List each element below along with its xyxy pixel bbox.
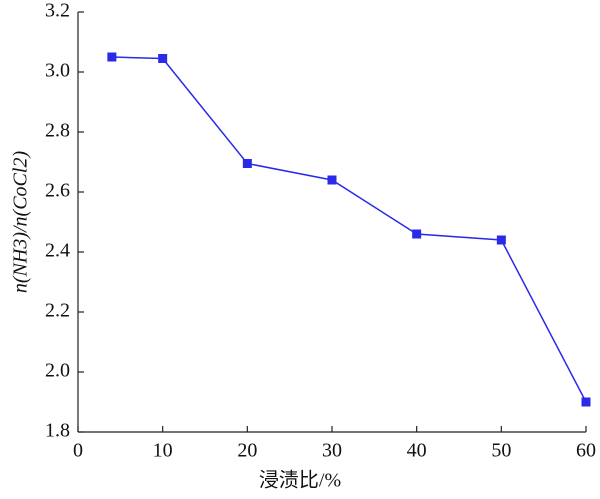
marker [107,52,117,62]
marker [412,229,422,239]
x-tick-label: 20 [237,440,257,462]
y-tick-label: 2.4 [45,240,70,262]
y-tick-label: 1.8 [45,420,70,442]
y-axis-label: n(NH3)/n(CoCl2) [10,151,32,294]
y-tick-label: 2.0 [45,360,70,382]
x-axis-label: 浸渍比/% [259,469,341,492]
marker [581,397,591,407]
marker [327,175,337,185]
x-tick-label: 60 [576,440,596,462]
x-tick-label: 50 [491,440,511,462]
series-line [111,56,587,403]
x-tick-label: 10 [153,440,173,462]
y-tick-label: 2.2 [45,300,70,322]
y-tick-label: 2.8 [45,120,70,142]
x-tick-label: 40 [407,440,427,462]
marker [242,159,252,168]
y-tick-label: 2.6 [45,180,70,202]
x-tick-label: 0 [73,440,83,462]
marker [158,54,168,63]
y-tick-label: 3.0 [45,60,70,82]
marker [496,235,506,245]
x-tick-label: 30 [322,440,342,462]
y-tick-label: 3.2 [45,0,70,22]
